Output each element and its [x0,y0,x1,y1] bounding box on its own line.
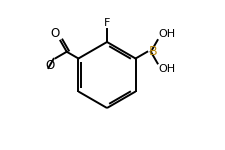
Text: B: B [148,45,157,58]
Text: F: F [103,18,110,28]
Text: OH: OH [158,29,175,39]
Text: O: O [45,59,55,72]
Text: OH: OH [158,64,175,74]
Text: O: O [50,27,59,40]
